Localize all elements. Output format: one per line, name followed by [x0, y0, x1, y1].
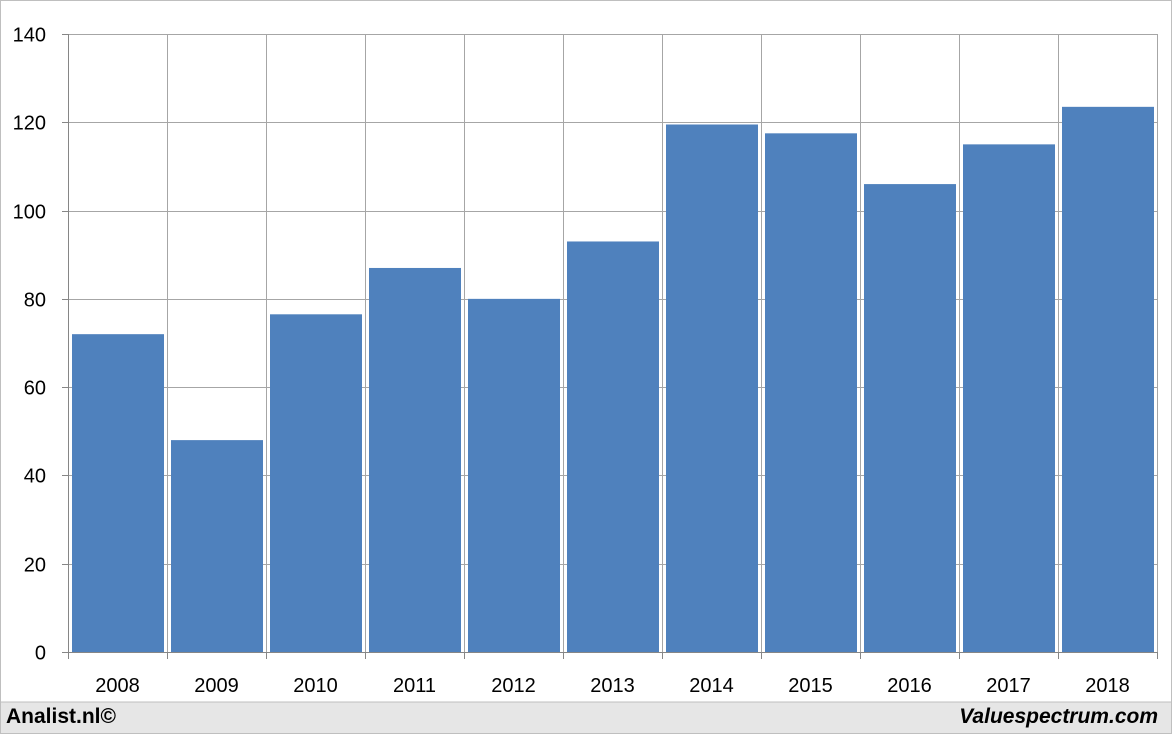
bar-2016 [864, 184, 956, 653]
bar-2018 [1062, 106, 1154, 653]
x-tick-label: 2014 [689, 675, 734, 697]
y-tick-label: 80 [24, 290, 46, 312]
x-tick-label: 2015 [788, 675, 833, 697]
bar-2013 [567, 241, 659, 652]
bar-2015 [765, 133, 857, 653]
y-tick-label: 140 [13, 25, 46, 47]
y-tick-label: 100 [13, 202, 46, 224]
footer-band [1, 702, 1171, 733]
x-tick-label: 2013 [590, 675, 635, 697]
bar-2010 [270, 314, 362, 652]
y-tick-label: 20 [24, 555, 46, 577]
bar-2014 [666, 124, 758, 652]
x-tick-label: 2009 [194, 675, 239, 697]
bar-2012 [468, 298, 560, 652]
y-tick-label: 60 [24, 378, 46, 400]
x-tick-label: 2011 [393, 675, 436, 697]
x-tick-label: 2010 [293, 675, 338, 697]
x-tick-label: 2018 [1085, 675, 1130, 697]
y-tick-label: 120 [13, 113, 46, 135]
x-tick-label: 2017 [986, 675, 1031, 697]
footer-source-label: Analist.nl© [6, 705, 116, 728]
bar-2009 [171, 440, 263, 652]
x-tick-label: 2008 [95, 675, 140, 697]
x-tick-label: 2016 [887, 675, 932, 697]
bar-2008 [72, 334, 164, 652]
x-tick-label: 2012 [491, 675, 536, 697]
y-tick-label: 40 [24, 466, 46, 488]
y-tick-label: 0 [35, 643, 46, 665]
bar-2011 [369, 267, 461, 652]
bar-2017 [963, 144, 1055, 652]
footer-brand-label: Valuespectrum.com [959, 705, 1158, 728]
